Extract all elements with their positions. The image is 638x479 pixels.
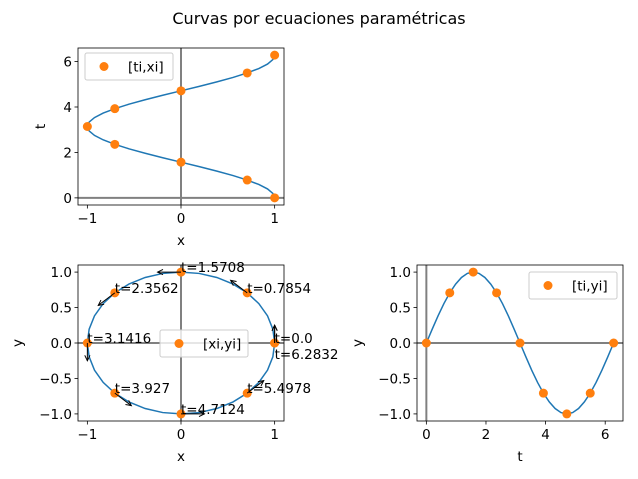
- data-point: [82, 121, 92, 131]
- axes-1: −1 0 1 0 2 4 6 x t [ti,xi]: [33, 47, 285, 249]
- x-tick-label: 0: [177, 211, 186, 227]
- x-tick-label: 1: [270, 211, 279, 227]
- x-tick-label: 4: [541, 427, 550, 443]
- data-point: [176, 86, 186, 96]
- y-tick-label: 0.5: [390, 301, 411, 317]
- y-tick-label: 2: [63, 145, 72, 161]
- y-tick-label: −1.0: [378, 407, 411, 423]
- data-point: [562, 409, 572, 419]
- annotation-arrowhead: [198, 410, 206, 417]
- data-point: [538, 388, 548, 398]
- data-point: [421, 338, 431, 348]
- data-point: [585, 388, 595, 398]
- plot-area: [417, 265, 623, 421]
- annotation-arrowhead: [84, 355, 91, 362]
- x-tick-label: 2: [482, 427, 491, 443]
- legend-marker: [99, 62, 109, 71]
- annotation-arrow: [114, 392, 132, 407]
- annotation-label: t=6.2832: [275, 347, 339, 363]
- y-tick-label: 1.0: [51, 265, 72, 281]
- y-tick-label: −0.5: [39, 371, 72, 387]
- data-point: [270, 50, 280, 60]
- y-tick-label: 1.0: [390, 265, 411, 281]
- y-tick-label: 4: [63, 100, 72, 116]
- figure-title: Curvas por ecuaciones paramétricas: [172, 9, 465, 28]
- annotation-label: t=5.4978: [247, 381, 311, 397]
- data-point: [242, 68, 252, 78]
- x-tick-label: −1: [77, 427, 97, 443]
- data-point: [515, 338, 525, 348]
- y-tick-label: −0.5: [378, 371, 411, 387]
- y-tick-label: 0.5: [51, 301, 72, 317]
- axes-3: 0 2 4 6 −1.0 −0.5 0.0 0.5 1.0 t y [ti,yi]: [350, 264, 624, 465]
- y-axis-label: t: [33, 124, 49, 129]
- y-axis-label: y: [10, 339, 26, 347]
- annotation-label: t=3.927: [115, 381, 170, 397]
- x-tick-label: 0: [422, 427, 431, 443]
- data-point: [468, 267, 478, 277]
- legend-box: [159, 329, 249, 358]
- data-point: [609, 338, 619, 348]
- annotation-arrow: [97, 292, 116, 306]
- y-tick-label: 6: [63, 55, 72, 71]
- data-point: [492, 288, 502, 298]
- x-tick-label: −1: [77, 211, 97, 227]
- annotation-arrow: [246, 380, 265, 394]
- plot-area: [78, 48, 284, 205]
- x-axis-label: t: [517, 449, 522, 465]
- x-tick-label: 6: [601, 427, 610, 443]
- x-axis-label: x: [177, 449, 185, 465]
- annotation-arrowhead: [271, 324, 278, 331]
- legend: [ti,yi]: [528, 271, 618, 300]
- annotation-label: t=3.1416: [87, 331, 151, 347]
- legend-label: [ti,xi]: [128, 60, 164, 76]
- legend-box: [528, 271, 618, 300]
- annotation-arrowhead: [156, 269, 164, 276]
- annotation-label: t=4.7124: [181, 402, 245, 418]
- y-axis-label: y: [350, 339, 366, 347]
- annotation-arrowhead: [257, 379, 265, 387]
- legend-marker: [174, 339, 184, 348]
- y-tick-label: 0.0: [390, 336, 411, 352]
- legend-label: [xi,yi]: [203, 337, 241, 353]
- legend-marker: [543, 281, 553, 290]
- legend-label: [ti,yi]: [572, 279, 608, 295]
- x-tick-label: 0: [177, 427, 186, 443]
- data-point: [270, 193, 280, 203]
- data-point: [242, 175, 252, 185]
- y-tick-label: −1.0: [39, 407, 72, 423]
- annotation-label: t=0.7854: [247, 281, 311, 297]
- annotation-arrowhead: [125, 400, 133, 407]
- x-tick-label: 1: [270, 427, 279, 443]
- annotation-label: t=1.5708: [181, 260, 245, 276]
- legend: [xi,yi]: [159, 329, 249, 358]
- y-tick-label: 0.0: [51, 336, 72, 352]
- legend-box: [84, 52, 174, 81]
- annotation-label: t=2.3562: [115, 281, 179, 297]
- annotation-arrowhead: [229, 279, 237, 286]
- y-tick-label: 0: [63, 191, 72, 207]
- data-point: [110, 139, 120, 149]
- data-point: [176, 157, 186, 167]
- annotation-arrowhead: [97, 299, 105, 307]
- annotation-label: t=0.0: [275, 331, 313, 347]
- data-point: [110, 104, 120, 114]
- legend: [ti,xi]: [84, 52, 174, 81]
- data-point: [445, 288, 455, 298]
- annotation-arrow: [230, 279, 248, 294]
- x-axis-label: x: [177, 233, 185, 249]
